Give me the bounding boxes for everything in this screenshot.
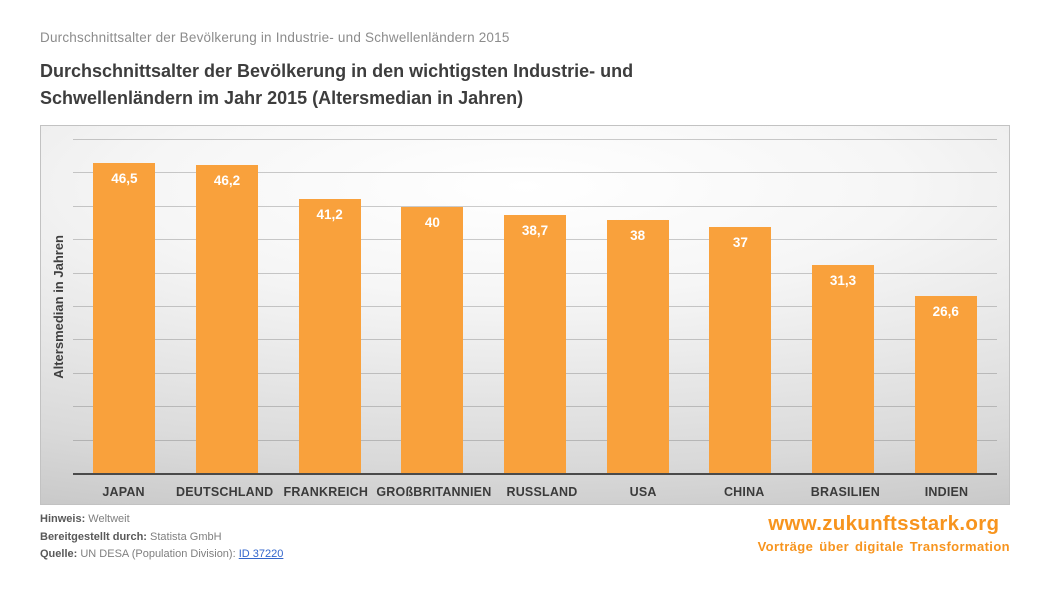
- bar-slot-brasilien: 31,3: [792, 140, 895, 474]
- bar-indien[interactable]: 26,6: [914, 296, 977, 474]
- footnotes: Hinweis: Weltweit Bereitgestellt durch: …: [40, 513, 283, 566]
- bar-value-label-deutschland: 46,2: [213, 173, 241, 189]
- x-axis-line: [73, 473, 997, 475]
- brand-block: www.zukunftsstark.org Vorträge über digi…: [758, 512, 1010, 554]
- category-label-frankreich: FRANKREICH: [283, 485, 369, 499]
- category-label-russland: RUSSLAND: [506, 485, 578, 499]
- y-axis-label: Altersmedian in Jahren: [50, 235, 66, 379]
- source-row: Quelle: UN DESA (Population Division): I…: [40, 548, 283, 560]
- page-title: Durchschnittsalter der Bevölkerung in de…: [40, 61, 634, 108]
- category-label-china: CHINA: [723, 485, 765, 499]
- bar-japan[interactable]: 46,5: [93, 163, 156, 474]
- category-label-japan: JAPAN: [102, 485, 145, 499]
- bar-china[interactable]: 37: [709, 226, 772, 474]
- category-label-usa: USA: [629, 485, 657, 499]
- bar-slot-usa: 38: [586, 140, 689, 474]
- source-label: Quelle:: [40, 548, 78, 560]
- bar-slot-indien: 26,6: [894, 140, 997, 474]
- provider-label: Bereitgestellt durch:: [40, 530, 147, 543]
- note-row: Hinweis: Weltweit: [40, 513, 283, 525]
- bar-usa[interactable]: 38: [606, 220, 669, 474]
- note-value: Weltweit: [88, 513, 130, 525]
- bar-chart: Altersmedian in Jahren 46,5 46,2 41,2 40 38,…: [40, 125, 1010, 505]
- bar-slot-deutschland: 46,2: [176, 140, 279, 474]
- source-value: UN DESA (Population Division):: [80, 548, 236, 560]
- bar-value-label-gro-britannien: 40: [424, 214, 440, 230]
- bar-slot-gro-britannien: 40: [381, 140, 484, 474]
- bar-slot-frankreich: 41,2: [278, 140, 381, 474]
- bar-value-label-japan: 46,5: [111, 171, 138, 187]
- x-axis-category-labels: JAPAN DEUTSCHLAND FRANKREICH GROßBRITANNIEN…: [73, 480, 997, 504]
- bar-deutschland[interactable]: 46,2: [196, 165, 258, 474]
- bars-container: 46,5 46,2 41,2 40 38,7 38 37 31,3 26,6: [73, 140, 997, 474]
- provider-value: Statista GmbH: [150, 530, 222, 543]
- bar-gro-britannien[interactable]: 40: [401, 206, 464, 474]
- bar-slot-china: 37: [689, 140, 792, 474]
- bar-slot-japan: 46,5: [73, 140, 176, 474]
- brand-tagline: Vorträge über digitale Transformation: [757, 539, 1010, 554]
- category-label-deutschland: DEUTSCHLAND: [176, 485, 274, 499]
- category-label-brasilien: BRASILIEN: [810, 485, 880, 499]
- brand-url-link[interactable]: www.zukunftsstark.org: [768, 512, 1000, 535]
- bar-brasilien[interactable]: 31,3: [812, 264, 875, 474]
- category-label-gro-britannien: GROßBRITANNIEN: [376, 485, 492, 499]
- bar-value-label-frankreich: 41,2: [316, 206, 343, 222]
- bar-value-label-russland: 38,7: [521, 223, 549, 239]
- bar-russland[interactable]: 38,7: [504, 215, 567, 474]
- chart-kicker: Durchschnittsalter der Bevölkerung in In…: [40, 30, 510, 45]
- bar-frankreich[interactable]: 41,2: [298, 198, 361, 474]
- bar-value-label-brasilien: 31,3: [829, 272, 857, 288]
- note-label: Hinweis:: [40, 513, 86, 525]
- bar-slot-russland: 38,7: [484, 140, 587, 474]
- category-label-indien: INDIEN: [924, 485, 969, 499]
- y-axis-label-wrap: Altersmedian in Jahren: [45, 140, 71, 474]
- bar-value-label-indien: 26,6: [932, 304, 959, 320]
- bar-value-label-china: 37: [732, 234, 748, 250]
- provider-row: Bereitgestellt durch: Statista GmbH: [40, 531, 283, 543]
- plot-area: 46,5 46,2 41,2 40 38,7 38 37 31,3 26,6: [73, 139, 997, 475]
- bar-value-label-usa: 38: [630, 228, 646, 244]
- source-id-link[interactable]: ID 37220: [238, 548, 284, 560]
